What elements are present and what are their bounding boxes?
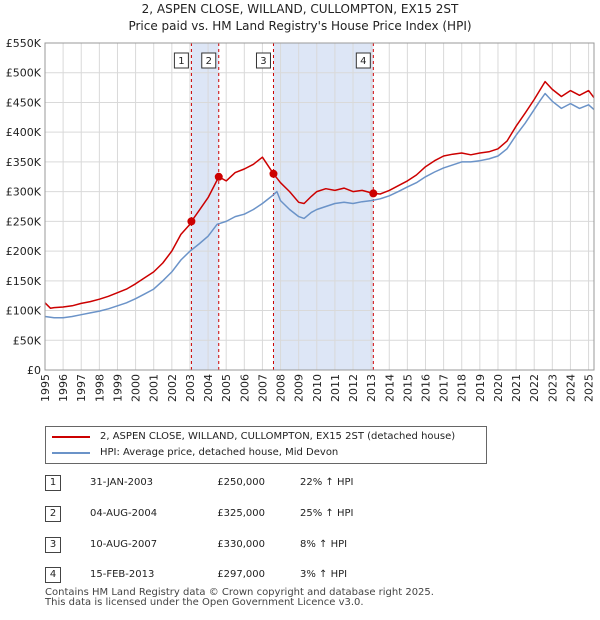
sale-point	[269, 169, 278, 178]
x-tick-label: 2017	[438, 374, 451, 402]
x-tick-label: 1996	[57, 374, 70, 402]
sale-hpi-diff: 22% ↑ HPI	[300, 477, 354, 488]
x-tick-label: 1998	[93, 374, 106, 402]
table-row: 2 04-AUG-2004 £325,000 25% ↑ HPI	[45, 505, 485, 523]
x-tick-label: 2006	[238, 374, 251, 402]
y-tick-label: £350K	[6, 156, 42, 169]
y-tick-label: £150K	[6, 275, 42, 288]
sale-price: £297,000	[217, 569, 265, 580]
x-tick-label: 2016	[419, 374, 432, 402]
x-tick-label: 2025	[583, 374, 596, 402]
sale-label-box	[355, 52, 371, 69]
y-tick-label: £0	[27, 364, 41, 377]
hpi-line	[44, 92, 595, 319]
x-tick-label: 2018	[456, 374, 469, 402]
x-tick-label: 2019	[474, 374, 487, 402]
sale-hpi-diff: 3% ↑ HPI	[300, 569, 348, 580]
x-tick-label: 2000	[130, 374, 143, 402]
sale-point	[369, 189, 378, 198]
sale-date: 04-AUG-2004	[90, 508, 158, 519]
property-price-line	[44, 80, 595, 309]
x-tick-label: 2021	[510, 374, 523, 402]
footer-licence: This data is licensed under the Open Gov…	[45, 597, 364, 608]
axes: £0 £50K £100K £150K £200K £250K £300K £350K £400…	[6, 37, 596, 402]
legend-label-property: 2, ASPEN CLOSE, WILLAND, CULLOMPTON, EX1…	[100, 431, 456, 442]
plot-frame	[44, 42, 595, 371]
footer-copyright: Contains HM Land Registry data © Crown c…	[45, 587, 434, 598]
sale-number-badge: 1	[45, 475, 61, 491]
legend-swatch-property	[52, 436, 90, 438]
x-tick-label: 2014	[383, 374, 396, 402]
sale-markers-lines	[190, 43, 374, 370]
y-tick-label: £550K	[6, 37, 42, 50]
shaded-period	[273, 43, 374, 370]
sale-label-number: 1	[178, 56, 184, 67]
x-tick-label: 2004	[202, 374, 215, 402]
y-tick-label: £100K	[6, 305, 42, 318]
y-tick-label: £50K	[13, 334, 42, 347]
sale-points	[187, 169, 378, 226]
sale-label-number: 4	[360, 56, 366, 67]
legend-swatch-hpi	[52, 452, 90, 454]
sale-price: £330,000	[217, 539, 265, 550]
sale-label-number: 2	[206, 56, 212, 67]
x-tick-label: 2005	[220, 374, 233, 402]
grid	[44, 42, 594, 371]
table-row: 1 31-JAN-2003 £250,000 22% ↑ HPI	[45, 474, 485, 492]
x-tick-label: 1999	[111, 374, 124, 402]
sale-label-box	[201, 52, 217, 69]
x-tick-label: 1995	[39, 374, 52, 402]
sale-labels: 1 2 3 4	[173, 52, 371, 69]
sale-hpi-diff: 25% ↑ HPI	[300, 508, 354, 519]
x-tick-label: 2023	[546, 374, 559, 402]
y-tick-label: £400K	[6, 126, 42, 139]
sale-label-box	[255, 52, 271, 69]
sale-label-box	[173, 52, 189, 69]
x-tick-label: 2009	[293, 374, 306, 402]
sale-number-badge: 2	[45, 506, 61, 522]
price-chart: £0 £50K £100K £150K £200K £250K £300K £350K £400…	[6, 37, 596, 402]
shaded-periods	[191, 43, 374, 370]
shaded-period	[191, 43, 219, 370]
x-tick-label: 1997	[75, 374, 88, 402]
sale-date: 31-JAN-2003	[90, 477, 154, 488]
chart-subtitle: Price paid vs. HM Land Registry's House …	[128, 19, 472, 33]
x-tick-label: 2003	[184, 374, 197, 402]
x-tick-label: 2013	[365, 374, 378, 402]
x-tick-label: 2015	[401, 374, 414, 402]
y-tick-label: £250K	[6, 215, 42, 228]
sale-label-number: 3	[260, 56, 266, 67]
sale-point	[214, 172, 223, 181]
x-tick-label: 2011	[329, 374, 342, 402]
x-tick-label: 2007	[256, 374, 269, 402]
x-tick-label: 2022	[528, 374, 541, 402]
sale-number-badge: 4	[45, 567, 61, 583]
table-row: 4 15-FEB-2013 £297,000 3% ↑ HPI	[45, 566, 485, 584]
table-row: 3 10-AUG-2007 £330,000 8% ↑ HPI	[45, 536, 485, 554]
sale-price: £250,000	[217, 477, 265, 488]
sale-hpi-diff: 8% ↑ HPI	[300, 539, 348, 550]
legend: 2, ASPEN CLOSE, WILLAND, CULLOMPTON, EX1…	[45, 426, 487, 464]
series-lines	[44, 80, 595, 319]
legend-label-hpi: HPI: Average price, detached house, Mid …	[100, 447, 339, 458]
x-tick-label: 2010	[311, 374, 324, 402]
x-tick-label: 2008	[275, 374, 288, 402]
sale-date: 10-AUG-2007	[90, 539, 158, 550]
y-tick-label: £500K	[6, 67, 42, 80]
chart-title: 2, ASPEN CLOSE, WILLAND, CULLOMPTON, EX1…	[141, 2, 459, 16]
sale-number-badge: 3	[45, 537, 61, 553]
sale-date: 15-FEB-2013	[90, 569, 155, 580]
y-tick-label: £200K	[6, 245, 42, 258]
y-tick-label: £450K	[6, 96, 42, 109]
sale-point	[187, 217, 196, 226]
x-tick-label: 2020	[492, 374, 505, 402]
y-tick-label: £300K	[6, 186, 42, 199]
footer: Contains HM Land Registry data © Crown c…	[45, 588, 434, 608]
x-tick-label: 2001	[148, 374, 161, 402]
x-tick-label: 2002	[166, 374, 179, 402]
x-tick-label: 2012	[347, 374, 360, 402]
sale-price: £325,000	[217, 508, 265, 519]
x-tick-label: 2024	[564, 374, 577, 402]
